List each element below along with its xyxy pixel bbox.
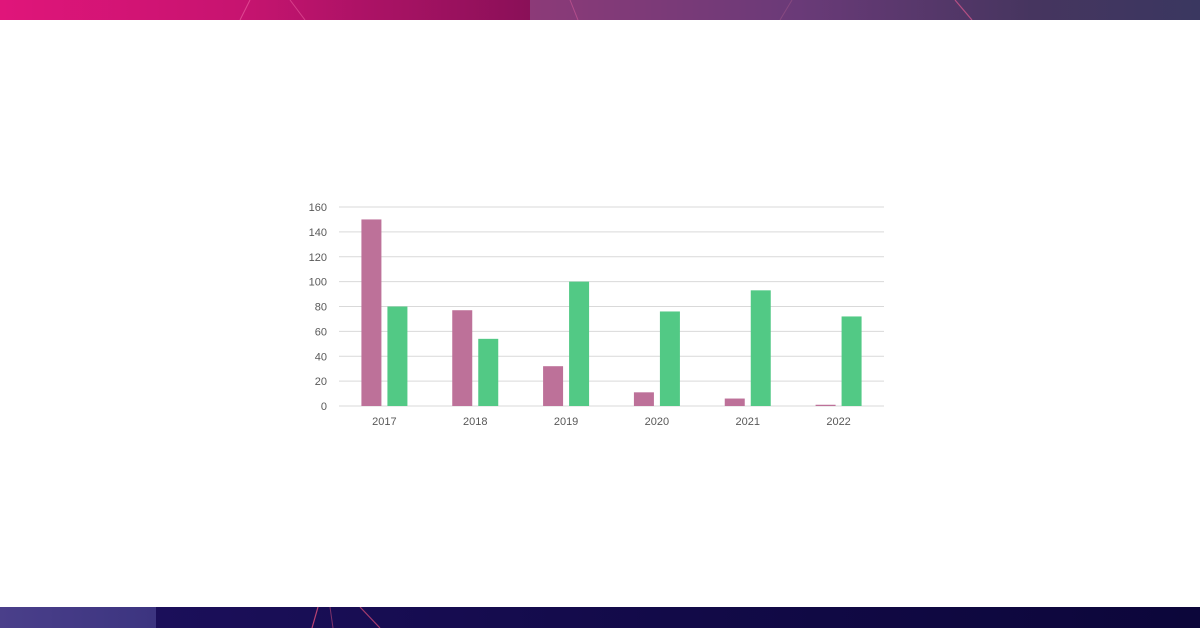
bottom-banner-right-segment — [156, 607, 1200, 628]
y-tick-label: 0 — [321, 401, 327, 413]
x-tick-label: 2020 — [645, 416, 669, 428]
bar-2020-series-2 — [659, 311, 680, 406]
y-tick-label: 120 — [309, 252, 327, 264]
bar-2019-series-1 — [543, 366, 564, 406]
top-banner-right-segment — [530, 0, 1200, 20]
gridlines — [339, 206, 884, 407]
bar-2019-series-2 — [569, 281, 590, 406]
bar-2018-series-1 — [452, 310, 473, 406]
bottom-banner-light-streaks — [311, 607, 381, 628]
bar-2021-series-2 — [750, 290, 771, 406]
y-tick-label: 160 — [309, 202, 327, 214]
bar-2022-series-1 — [815, 404, 836, 406]
bar-2020-series-1 — [633, 392, 654, 406]
x-tick-label: 2018 — [463, 416, 487, 428]
x-tick-label: 2022 — [826, 416, 850, 428]
top-banner-light-streaks — [239, 0, 973, 20]
y-tick-label: 40 — [315, 351, 327, 363]
bar-2022-series-2 — [841, 316, 862, 406]
y-tick-label: 140 — [309, 227, 327, 239]
bar-2018-series-2 — [478, 338, 499, 406]
bar-2017-series-1 — [361, 219, 382, 406]
top-decorative-banner — [0, 0, 1200, 20]
top-banner-left-segment — [0, 0, 530, 20]
x-tick-label: 2017 — [372, 416, 396, 428]
bar-2021-series-1 — [724, 398, 745, 406]
x-axis-tick-labels: 2017 2018 2019 2020 2021 2022 — [372, 416, 851, 428]
x-tick-label: 2021 — [736, 416, 760, 428]
bar-2017-series-2 — [387, 306, 408, 406]
bars — [361, 219, 862, 406]
y-tick-label: 20 — [315, 376, 327, 388]
x-tick-label: 2019 — [554, 416, 578, 428]
y-axis-tick-labels: 0 20 40 60 80 100 120 140 160 — [309, 202, 327, 413]
bottom-banner-left-segment — [0, 607, 156, 628]
y-tick-label: 80 — [315, 302, 327, 314]
y-tick-label: 60 — [315, 326, 327, 338]
bottom-decorative-banner — [0, 607, 1200, 628]
y-tick-label: 100 — [309, 277, 327, 289]
